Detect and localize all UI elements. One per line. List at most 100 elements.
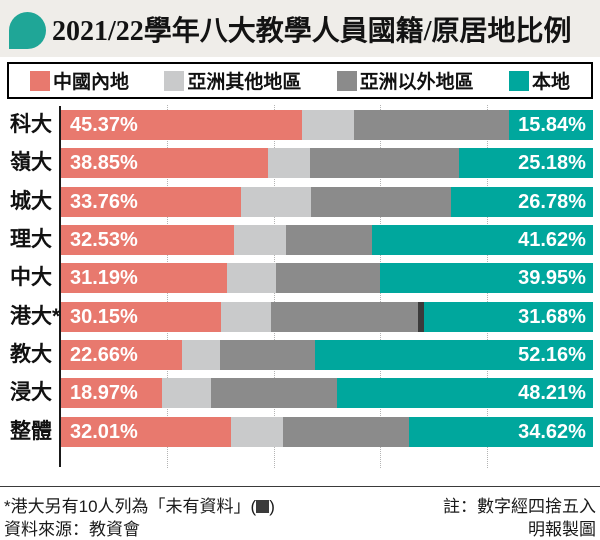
legend-item-local: 本地: [508, 67, 570, 94]
bar-segment-outside_asia: [310, 186, 451, 217]
bar-segment-mainland: 31.19%: [61, 263, 227, 294]
bar-value-label: 48.21%: [518, 382, 586, 405]
row-label: 浸大: [10, 381, 52, 405]
bar-segment-local: 52.16%: [315, 340, 593, 371]
rounding-note: 註：數字經四捨五入: [443, 497, 596, 516]
row-label: 城大: [10, 189, 52, 213]
bar-segment-mainland: 22.66%: [61, 340, 182, 371]
bar-value-label: 31.19%: [70, 267, 138, 290]
bar-row: 31.19% 39.95%: [61, 263, 593, 294]
bar-segment-local: 48.21%: [336, 378, 593, 409]
row-label: 科大: [10, 113, 52, 136]
bar-segment-asia_other: [221, 301, 271, 332]
bar-segment-local: 25.18%: [459, 148, 593, 179]
page-title: 2021/22學年八大教學人員國籍/原居地比例: [52, 15, 572, 47]
bar-value-label: 22.66%: [70, 344, 138, 367]
bar-segment-asia_other: [181, 340, 221, 371]
row-label: 嶺大: [10, 151, 52, 175]
bar-value-label: 33.76%: [70, 190, 138, 213]
bar-segment-asia_other: [302, 110, 355, 140]
bar-segment-local: 31.68%: [424, 301, 593, 332]
row-label: 整體: [10, 419, 52, 443]
bar-value-label: 25.18%: [518, 152, 586, 175]
title-band: 2021/22學年八大教學人員國籍/原居地比例: [0, 0, 600, 57]
row-label: 中大: [10, 266, 52, 290]
bar-segment-outside_asia: [309, 148, 460, 179]
legend-swatch-mainland: [30, 70, 50, 91]
bar-segment-asia_other: [234, 225, 286, 256]
bar-segment-local: 41.62%: [371, 225, 593, 256]
nodata-square-icon: [256, 500, 270, 513]
bar-value-label: 52.16%: [518, 344, 586, 367]
legend-item-mainland: 中國內地: [30, 67, 129, 94]
bar-row: 45.37% 15.84%: [61, 110, 593, 140]
bar-segment-local: 26.78%: [450, 186, 593, 217]
bar-value-label: 45.37%: [70, 114, 138, 136]
legend-swatch-local: [508, 70, 529, 91]
bar-segment-local: 15.84%: [508, 110, 593, 140]
y-axis-line: [59, 106, 61, 467]
legend-label: 本地: [531, 72, 570, 93]
legend: 中國內地 亞洲其他地區 亞洲以外地區 本地: [7, 62, 593, 99]
bar-row: 33.76% 26.78%: [61, 186, 593, 217]
bar-value-label: 32.53%: [70, 229, 138, 252]
bar-segment-outside_asia: [354, 110, 509, 140]
bar-row: 30.15% 31.68%: [61, 301, 593, 332]
footnote-hku: *港大另有10人列為「未有資料」(): [4, 492, 275, 517]
bar-segment-asia_other: [267, 148, 310, 179]
bar-value-label: 41.62%: [518, 229, 586, 252]
footnote-text: *港大另有10人列為「未有資料」(: [4, 497, 257, 516]
speech-bubble-icon: [9, 11, 46, 49]
credit: 明報製圖: [528, 520, 596, 539]
bar-value-label: 26.78%: [518, 190, 586, 213]
row-label: 港大*: [10, 304, 61, 328]
row-label: 教大: [10, 343, 52, 367]
footer-line-2: 資料來源：教資會 明報製圖: [4, 515, 596, 540]
bar-value-label: 39.95%: [518, 267, 586, 290]
legend-swatch-asia_other: [164, 70, 185, 91]
bar-row: 38.85% 25.18%: [61, 148, 593, 179]
bar-segment-mainland: 18.97%: [61, 378, 162, 409]
bar-segment-mainland: 32.01%: [61, 416, 232, 447]
bar-segment-mainland: 45.37%: [61, 110, 303, 140]
bar-row: 18.97% 48.21%: [61, 378, 593, 409]
legend-label: 中國內地: [53, 72, 130, 93]
bar-row: 22.66% 52.16%: [61, 340, 593, 371]
bar-segment-outside_asia: [270, 301, 418, 332]
bar-segment-outside_asia: [220, 340, 316, 371]
bar-segment-mainland: 33.76%: [61, 186, 241, 217]
bar-segment-asia_other: [226, 263, 277, 294]
legend-label: 亞洲其他地區: [187, 72, 302, 93]
bar-segment-mainland: 32.53%: [61, 225, 235, 256]
bar-segment-outside_asia: [210, 378, 337, 409]
legend-label: 亞洲以外地區: [359, 72, 474, 93]
bar-value-label: 15.84%: [518, 114, 586, 136]
bar-segment-nodata: [417, 301, 425, 332]
bar-segment-mainland: 30.15%: [61, 301, 222, 332]
bar-segment-outside_asia: [283, 416, 409, 447]
bar-segment-asia_other: [240, 186, 311, 217]
legend-swatch-outside_asia: [336, 70, 357, 91]
bar-segment-outside_asia: [276, 263, 381, 294]
footnote-text-close: ): [269, 497, 275, 516]
bar-value-label: 31.68%: [518, 305, 586, 328]
bar-segment-outside_asia: [285, 225, 372, 256]
bar-segment-mainland: 38.85%: [61, 148, 268, 179]
bar-segment-asia_other: [161, 378, 211, 409]
bar-value-label: 30.15%: [70, 305, 138, 328]
legend-item-outside_asia: 亞洲以外地區: [336, 67, 474, 94]
bar-value-label: 18.97%: [70, 382, 138, 405]
data-source: 資料來源：教資會: [4, 520, 140, 539]
footer-line-1: *港大另有10人列為「未有資料」() 註：數字經四捨五入: [4, 492, 596, 517]
bar-value-label: 32.01%: [70, 420, 138, 443]
bar-segment-local: 39.95%: [380, 263, 593, 294]
bar-value-label: 34.62%: [518, 420, 586, 443]
legend-item-asia_other: 亞洲其他地區: [164, 67, 301, 94]
row-label: 理大: [10, 228, 52, 252]
footer-divider: [0, 486, 600, 487]
bar-segment-asia_other: [231, 416, 284, 447]
bar-row: 32.53% 41.62%: [61, 225, 593, 256]
bar-segment-local: 34.62%: [408, 416, 593, 447]
bar-value-label: 38.85%: [70, 152, 138, 175]
